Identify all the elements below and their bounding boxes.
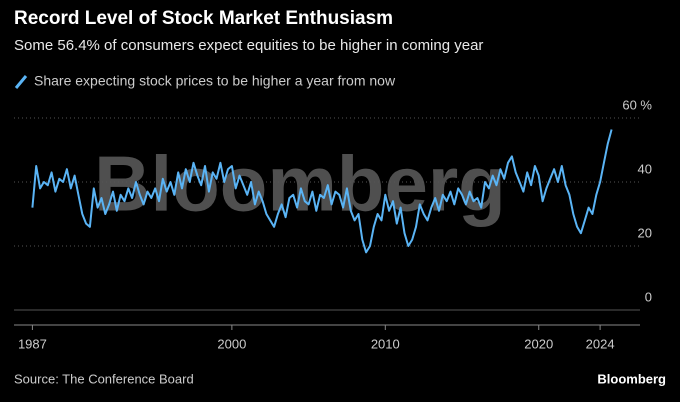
- x-tick-label: 2010: [371, 336, 400, 351]
- watermark: Bloomberg: [94, 140, 506, 228]
- y-tick-label: 20: [638, 225, 652, 240]
- x-tick-label: 2000: [217, 336, 246, 351]
- chart-subtitle: Some 56.4% of consumers expect equities …: [14, 37, 483, 54]
- source: Source: The Conference Board: [14, 371, 194, 386]
- legend-label: Share expecting stock prices to be highe…: [34, 73, 396, 89]
- x-tick-label: 2024: [586, 336, 615, 351]
- y-tick-label: 0: [645, 289, 652, 304]
- x-tick-label: 1987: [18, 336, 47, 351]
- series-line: [31, 129, 613, 254]
- y-tick-label: 40: [638, 161, 652, 176]
- chart-title: Record Level of Stock Market Enthusiasm: [14, 8, 393, 29]
- brand: Bloomberg: [597, 371, 666, 386]
- legend-swatch: [14, 75, 28, 89]
- y-tick-label: 60 %: [622, 97, 652, 112]
- x-tick-label: 2020: [524, 336, 553, 351]
